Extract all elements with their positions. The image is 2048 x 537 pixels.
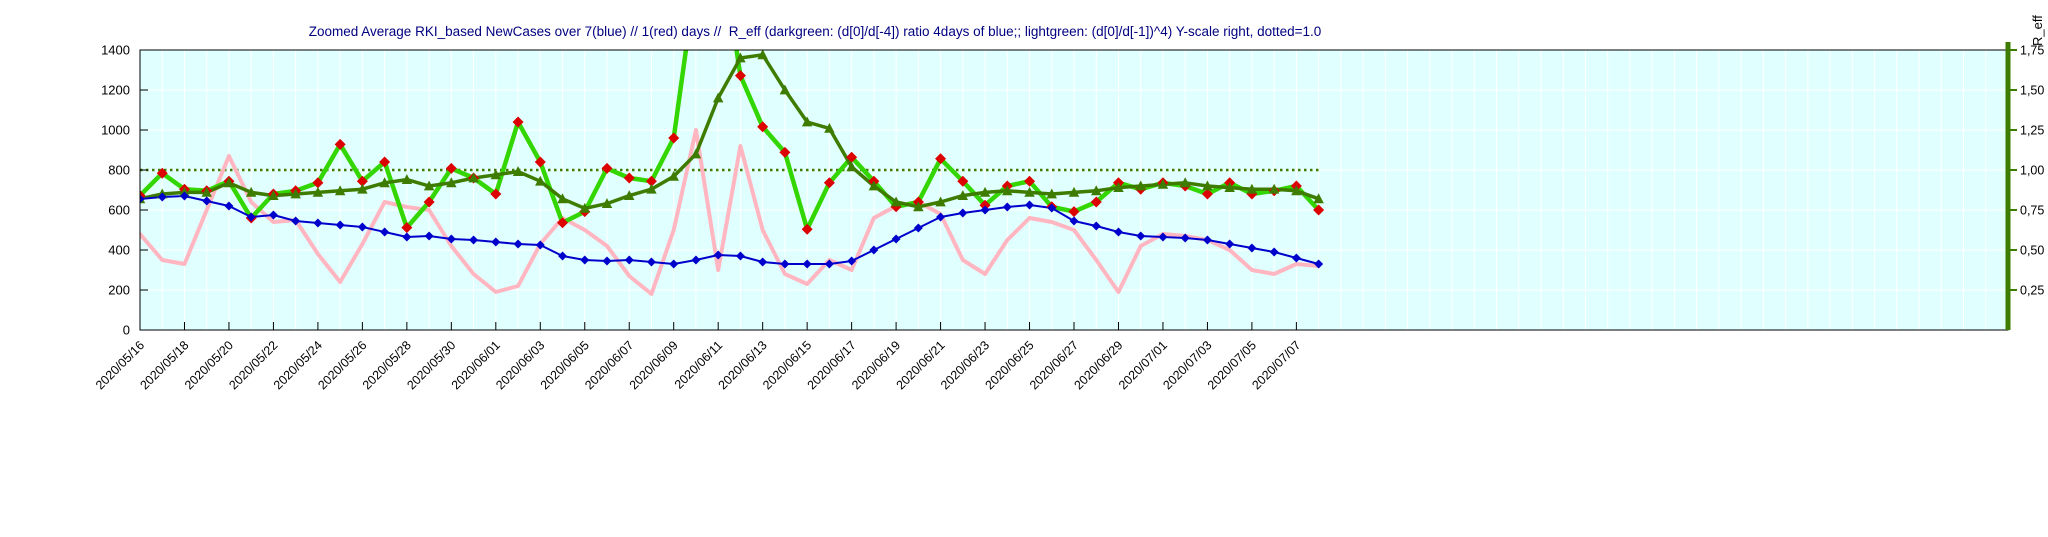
right-tick-label: 0,75 [2020,204,2044,218]
left-tick-label: 400 [108,243,130,258]
left-tick-label: 1400 [101,43,130,58]
right-tick-label: 0,25 [2020,284,2044,298]
left-tick-label: 200 [108,283,130,298]
series-line-reff-darkgreen [140,53,1321,211]
series-markers-newcases-7day-blue [140,191,1324,269]
right-axis: 0,25 0,50 0,75 1,00 1,25 1,50 1,75 [2005,42,2044,330]
x-tick-label: 2020/07/07 [1249,338,1303,392]
series-line-newcases-1day-pink [140,128,1321,296]
right-axis-title: R_eff [2030,15,2045,46]
left-tick-label: 1000 [101,123,130,138]
right-tick-label: 1,25 [2020,124,2044,138]
left-tick-label: 1200 [101,83,130,98]
right-tick-label: 1,50 [2020,84,2044,98]
chart-title: Zoomed Average RKI_based NewCases over 7… [308,24,1322,39]
x-axis: 2020/05/162020/05/182020/05/202020/05/22… [93,322,1304,392]
grid-lines [140,50,2008,330]
left-axis: 0 200 400 600 800 1000 1200 1400 [101,43,148,338]
right-tick-label: 1,00 [2020,164,2044,178]
right-tick-label: 1,75 [2020,44,2044,58]
left-tick-label: 600 [108,203,130,218]
left-tick-label: 800 [108,163,130,178]
left-tick-label: 0 [123,323,130,338]
right-tick-label: 0,50 [2020,244,2044,258]
x-tick-label: 2020/06/09 [627,338,681,392]
